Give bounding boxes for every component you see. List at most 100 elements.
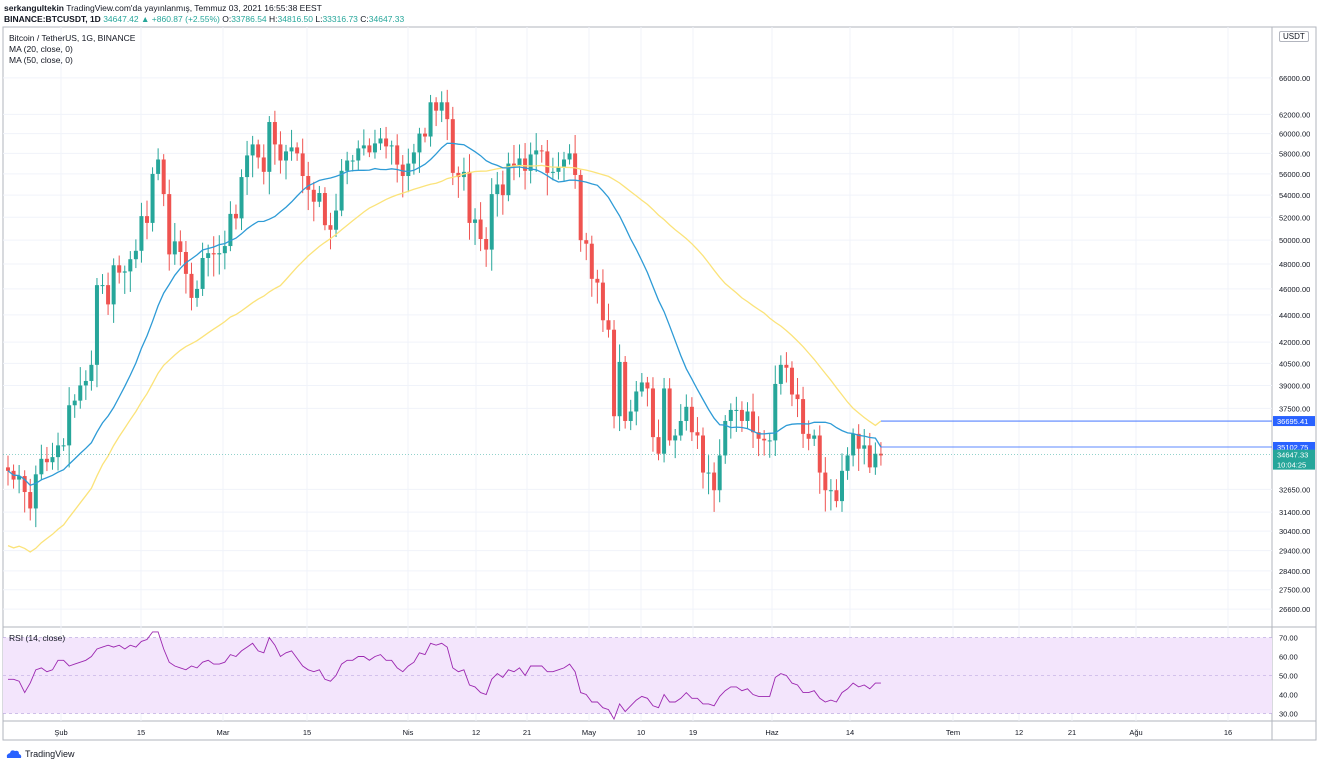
- candle-body: [39, 458, 44, 475]
- candle-body: [250, 144, 255, 156]
- candle-body: [573, 153, 578, 175]
- candle-body: [328, 225, 333, 230]
- candle-body: [500, 184, 505, 196]
- candle-body: [284, 151, 288, 161]
- candle-body: [645, 382, 650, 389]
- candle-body: [89, 364, 94, 381]
- candle-body: [789, 367, 794, 395]
- time-axis[interactable]: Şub 15 Mar 15 Nis 12 21 May 10 19 Haz 14 Tem 12 21 Ağu 1…: [54, 728, 1232, 737]
- candle-body: [600, 282, 605, 321]
- candle-body: [834, 490, 839, 502]
- candle-body: [345, 160, 350, 171]
- candle-body: [450, 119, 455, 173]
- candle-body: [856, 433, 861, 449]
- price-tick-label: 40500.00: [1279, 359, 1310, 368]
- candle-body: [434, 102, 439, 111]
- candle-body: [145, 216, 149, 223]
- candle-body: [695, 432, 700, 436]
- candle-body: [195, 288, 200, 298]
- grid: [3, 27, 1316, 740]
- candle-body: [133, 250, 138, 260]
- legend-ma50[interactable]: MA (50, close, 0): [9, 55, 73, 65]
- candle-body: [667, 388, 672, 441]
- candle-body: [489, 194, 494, 250]
- candle-body: [739, 409, 744, 421]
- candles: [6, 89, 883, 528]
- candle-body: [22, 476, 27, 493]
- low-label: L:: [315, 14, 323, 24]
- candle-body: [289, 147, 294, 152]
- candle-body: [350, 160, 355, 162]
- candle-body: [150, 173, 155, 223]
- rsi-tick-label: 50.00: [1279, 672, 1298, 681]
- candle-body: [228, 213, 233, 247]
- candle-body: [17, 476, 22, 480]
- symbol-line: BINANCE:BTCUSDT, 1D: [4, 14, 101, 24]
- candle-body: [873, 453, 878, 468]
- candle-body: [322, 193, 327, 226]
- candle-body: [411, 152, 416, 164]
- price-axis[interactable]: 26600.00 27500.00 28400.00 29400.00 30400.00…: [1279, 74, 1310, 614]
- publisher-name[interactable]: serkangultekin: [4, 3, 64, 13]
- candle-body: [278, 144, 283, 161]
- candle-body: [67, 405, 72, 446]
- time-tick-label: 12: [1015, 728, 1023, 737]
- candle-body: [339, 170, 344, 211]
- candle-body: [378, 138, 383, 144]
- ma20-price-label-text: 35102.75: [1277, 443, 1308, 452]
- rsi-tick-label: 60.00: [1279, 653, 1298, 662]
- price-tick-label: 52000.00: [1279, 213, 1310, 222]
- price-tick-label: 28400.00: [1279, 567, 1310, 576]
- legend-ma20[interactable]: MA (20, close, 0): [9, 44, 73, 54]
- candle-body: [534, 150, 539, 155]
- candle-body: [706, 472, 711, 474]
- time-tick-label: 19: [689, 728, 697, 737]
- rsi-axis[interactable]: 30.00 40.00 50.00 60.00 70.00: [1279, 634, 1298, 719]
- candle-body: [50, 457, 55, 463]
- time-tick-label: May: [582, 728, 596, 737]
- candle-body: [306, 176, 311, 190]
- currency-badge[interactable]: USDT: [1279, 31, 1309, 42]
- candle-body: [117, 265, 122, 273]
- legend-title[interactable]: Bitcoin / TetherUS, 1G, BINANCE: [9, 33, 136, 43]
- last-price-box: [1273, 449, 1315, 470]
- legend-rsi[interactable]: RSI (14, close): [9, 633, 66, 643]
- time-tick-label: 12: [472, 728, 480, 737]
- candle-body: [356, 148, 361, 161]
- candle-body: [56, 445, 61, 458]
- time-tick-label: Şub: [54, 728, 67, 737]
- candle-body: [539, 150, 544, 152]
- candle-body: [78, 385, 83, 401]
- rsi-tick-label: 30.00: [1279, 709, 1298, 718]
- candle-body: [701, 435, 705, 473]
- candle-body: [767, 440, 772, 442]
- candle-body: [172, 241, 177, 255]
- rsi-tick-label: 40.00: [1279, 690, 1298, 699]
- candle-body: [806, 433, 811, 439]
- tradingview-cloud-icon: [6, 750, 22, 758]
- candle-body: [612, 329, 617, 417]
- candle-body: [867, 445, 872, 468]
- price-tick-label: 48000.00: [1279, 260, 1310, 269]
- candle-body: [161, 159, 166, 195]
- close-value: 34647.33: [368, 14, 405, 24]
- last-price: 34647.42: [103, 14, 139, 24]
- candle-body: [812, 435, 817, 439]
- chart-frame: [2, 26, 1317, 741]
- candle-body: [106, 285, 111, 305]
- candle-body: [439, 102, 444, 111]
- candle-body: [673, 435, 678, 441]
- low-value: 33316.73: [322, 14, 358, 24]
- candle-body: [511, 163, 516, 166]
- price-tick-label: 56000.00: [1279, 170, 1310, 179]
- tradingview-logo[interactable]: TradingView: [6, 749, 75, 759]
- ma20-line: [7, 142, 882, 486]
- candle-body: [139, 216, 144, 251]
- candle-body: [300, 153, 305, 177]
- candle-body: [33, 474, 38, 509]
- candle-body: [578, 174, 583, 241]
- candle-body: [445, 102, 450, 120]
- candle-body: [528, 154, 533, 171]
- open-label: O:: [222, 14, 232, 24]
